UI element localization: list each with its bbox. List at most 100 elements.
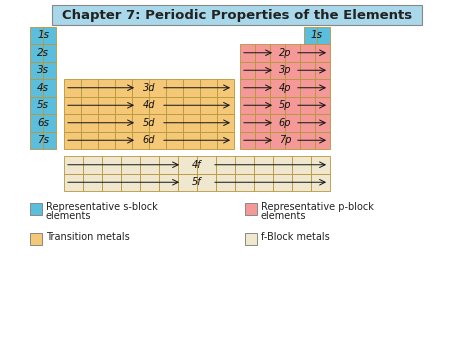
Bar <box>240 61 255 79</box>
Bar <box>64 131 81 149</box>
Bar <box>315 44 330 61</box>
Bar <box>315 114 330 131</box>
Bar <box>216 156 235 174</box>
Text: 7s: 7s <box>37 135 49 145</box>
Bar <box>200 114 217 131</box>
Bar <box>311 156 330 174</box>
Text: Chapter 7: Periodic Properties of the Elements: Chapter 7: Periodic Properties of the El… <box>62 9 412 22</box>
Bar <box>217 97 234 114</box>
Bar <box>81 79 98 97</box>
Bar <box>285 97 300 114</box>
Bar <box>300 114 315 131</box>
Bar <box>115 79 132 97</box>
Bar <box>166 131 183 149</box>
Text: 2p: 2p <box>279 48 291 58</box>
Bar <box>98 131 115 149</box>
Bar <box>43 114 56 131</box>
Bar <box>315 97 330 114</box>
Bar <box>43 131 56 149</box>
Bar <box>64 97 81 114</box>
Bar <box>149 97 166 114</box>
Bar <box>255 79 270 97</box>
Bar <box>43 97 56 114</box>
Bar <box>64 174 83 191</box>
Text: elements: elements <box>261 211 307 221</box>
Bar <box>98 97 115 114</box>
Bar <box>166 114 183 131</box>
Bar <box>255 131 270 149</box>
Bar <box>30 44 43 61</box>
Bar <box>183 131 200 149</box>
Bar <box>121 174 140 191</box>
Bar <box>159 156 178 174</box>
Bar <box>217 79 234 97</box>
Bar <box>132 79 149 97</box>
Bar <box>216 174 235 191</box>
Text: 3s: 3s <box>37 65 49 75</box>
Text: 4d: 4d <box>143 100 155 110</box>
Text: 1s: 1s <box>311 30 323 40</box>
Text: 3d: 3d <box>143 83 155 93</box>
Bar <box>217 131 234 149</box>
Bar <box>178 174 197 191</box>
Bar <box>102 174 121 191</box>
Bar <box>270 79 285 97</box>
Bar <box>292 156 311 174</box>
Bar <box>115 97 132 114</box>
Text: 2s: 2s <box>37 48 49 58</box>
Text: Representative s-block: Representative s-block <box>46 202 158 212</box>
Bar <box>217 114 234 131</box>
Bar <box>149 79 166 97</box>
Bar <box>166 97 183 114</box>
Bar <box>183 114 200 131</box>
Bar <box>273 174 292 191</box>
Bar <box>140 174 159 191</box>
Bar <box>83 174 102 191</box>
Bar <box>240 114 255 131</box>
Bar <box>311 174 330 191</box>
Bar <box>240 79 255 97</box>
Bar <box>315 61 330 79</box>
Bar <box>81 131 98 149</box>
Bar <box>300 44 315 61</box>
Bar <box>270 97 285 114</box>
Bar <box>81 114 98 131</box>
Bar <box>240 97 255 114</box>
Bar <box>255 61 270 79</box>
Bar <box>43 61 56 79</box>
Bar <box>183 79 200 97</box>
Bar <box>183 97 200 114</box>
Text: elements: elements <box>46 211 91 221</box>
Bar <box>30 114 43 131</box>
Bar <box>300 61 315 79</box>
Text: 5s: 5s <box>37 100 49 110</box>
Bar <box>43 44 56 61</box>
Bar <box>159 174 178 191</box>
Bar <box>197 156 216 174</box>
Bar <box>270 61 285 79</box>
Bar <box>285 61 300 79</box>
Bar <box>132 114 149 131</box>
Text: Transition metals: Transition metals <box>46 232 130 242</box>
Bar <box>245 203 257 215</box>
Text: 4f: 4f <box>192 160 202 170</box>
Text: 4p: 4p <box>279 83 291 93</box>
Bar <box>235 156 254 174</box>
Bar <box>254 174 273 191</box>
Bar <box>245 233 257 245</box>
Bar <box>240 131 255 149</box>
Bar <box>132 97 149 114</box>
Bar <box>304 27 317 44</box>
Bar <box>254 156 273 174</box>
Bar <box>30 233 42 245</box>
Bar <box>285 79 300 97</box>
Bar <box>255 97 270 114</box>
Bar <box>240 44 255 61</box>
Bar <box>200 97 217 114</box>
Bar <box>197 174 216 191</box>
Bar <box>317 27 330 44</box>
Text: 5d: 5d <box>143 118 155 128</box>
Text: 5f: 5f <box>192 177 202 187</box>
Bar <box>285 131 300 149</box>
Bar <box>285 114 300 131</box>
